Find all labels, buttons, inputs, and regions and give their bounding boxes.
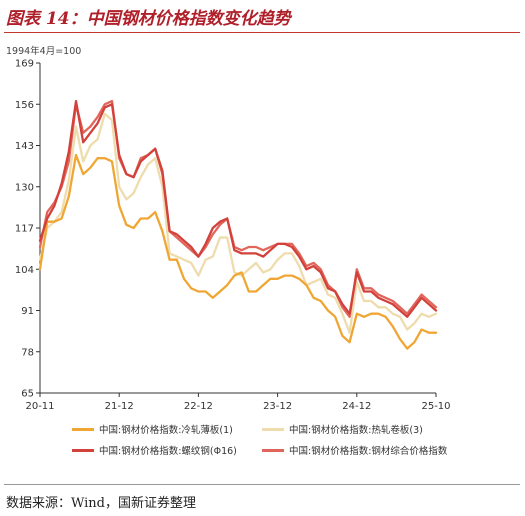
y-tick-label: 130	[15, 182, 34, 193]
chart-title: 图表 14：中国钢材价格指数变化趋势	[6, 9, 291, 29]
y-tick-label: 117	[15, 224, 34, 235]
data-source: 数据来源：Wind，国新证券整理	[6, 496, 196, 511]
title-divider	[4, 32, 520, 33]
legend-label: 中国:钢材价格指数:热轧卷板(3)	[289, 425, 423, 436]
x-tick-label: 25-10	[421, 401, 450, 412]
legend-swatch	[72, 427, 94, 431]
legend-swatch	[262, 448, 284, 452]
y-tick-label: 65	[21, 389, 34, 400]
y-tick-label: 156	[15, 100, 34, 111]
x-tick-label: 22-12	[184, 401, 213, 412]
series-line-3	[38, 99, 438, 318]
axes: 65 78 91 104 117 130 143 156 169 20-11 21-12 22-12 2…	[15, 59, 451, 413]
legend-item-rebar: 中国:钢材价格指数:螺纹钢(Φ16)	[72, 443, 237, 457]
legend-swatch	[262, 427, 284, 431]
legend-swatch	[72, 448, 94, 452]
series-line-1	[38, 112, 438, 334]
x-tick-label: 21-12	[105, 401, 134, 412]
y-tick-label: 91	[21, 306, 34, 317]
series-lines	[38, 99, 438, 350]
series-line-0	[38, 153, 438, 350]
footer-divider	[4, 484, 520, 485]
y-tick-label: 143	[15, 141, 34, 152]
x-tick-label: 24-12	[342, 401, 371, 412]
series-line-2	[38, 99, 438, 318]
x-tick-label: 23-12	[263, 401, 292, 412]
legend-label: 中国:钢材价格指数:冷轧薄板(1)	[99, 425, 233, 436]
legend-item-hot-rolled: 中国:钢材价格指数:热轧卷板(3)	[262, 422, 423, 436]
legend-item-cold-rolled: 中国:钢材价格指数:冷轧薄板(1)	[72, 422, 233, 436]
legend-label: 中国:钢材价格指数:钢材综合价格指数	[289, 446, 448, 457]
legend-item-composite: 中国:钢材价格指数:钢材综合价格指数	[262, 443, 447, 457]
unit-label: 1994年4月=100	[6, 46, 82, 57]
x-tick-label: 20-11	[25, 401, 54, 412]
y-tick-label: 169	[15, 59, 34, 70]
y-tick-label: 104	[15, 265, 34, 276]
y-tick-label: 78	[21, 347, 34, 358]
legend-label: 中国:钢材价格指数:螺纹钢(Φ16)	[99, 446, 237, 457]
